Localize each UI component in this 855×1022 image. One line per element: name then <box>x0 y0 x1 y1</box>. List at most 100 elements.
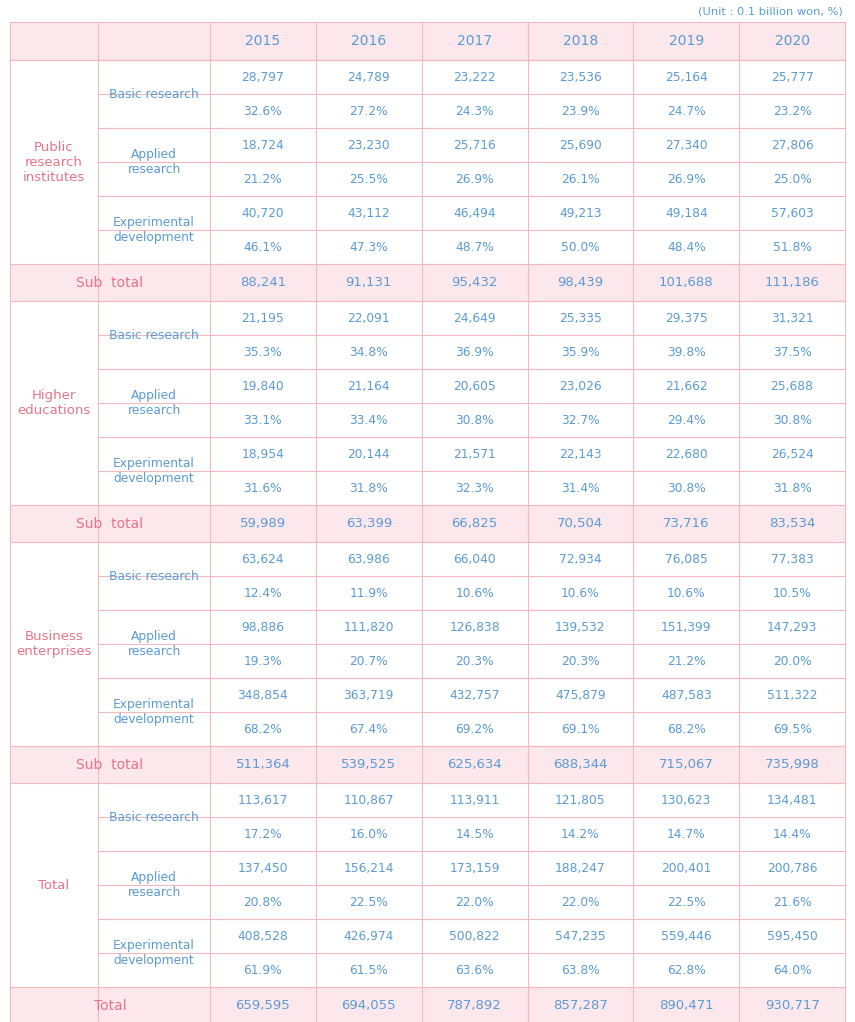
Text: Total: Total <box>94 998 127 1013</box>
Bar <box>10 505 845 542</box>
Text: 200,786: 200,786 <box>767 862 817 875</box>
Text: 20.0%: 20.0% <box>773 654 811 667</box>
Text: 61.9%: 61.9% <box>244 964 282 976</box>
Text: 77,383: 77,383 <box>770 553 813 565</box>
Text: 20.8%: 20.8% <box>244 895 282 909</box>
Text: 113,617: 113,617 <box>238 793 288 806</box>
Bar <box>10 264 845 301</box>
Text: 68.2%: 68.2% <box>667 723 705 736</box>
Text: 21,571: 21,571 <box>453 448 496 461</box>
Text: 22.5%: 22.5% <box>350 895 388 909</box>
Text: 32.3%: 32.3% <box>455 481 494 495</box>
Text: 98,439: 98,439 <box>557 276 604 289</box>
Text: 694,055: 694,055 <box>341 998 396 1012</box>
Text: 63.8%: 63.8% <box>561 964 600 976</box>
Text: 57,603: 57,603 <box>770 206 813 220</box>
Text: 59,989: 59,989 <box>240 517 286 530</box>
Text: 23,026: 23,026 <box>559 379 602 392</box>
Text: 31.8%: 31.8% <box>350 481 388 495</box>
Text: 930,717: 930,717 <box>764 998 820 1012</box>
Text: 25,777: 25,777 <box>770 71 813 84</box>
Text: 32.7%: 32.7% <box>561 414 599 426</box>
Text: 27,806: 27,806 <box>770 139 813 151</box>
Text: 130,623: 130,623 <box>661 793 711 806</box>
Text: 88,241: 88,241 <box>239 276 286 289</box>
Text: 156,214: 156,214 <box>344 862 394 875</box>
Text: Public
research
institutes: Public research institutes <box>23 140 86 184</box>
Text: 30.8%: 30.8% <box>455 414 494 426</box>
Text: 188,247: 188,247 <box>555 862 605 875</box>
Text: 25,688: 25,688 <box>770 379 814 392</box>
Text: Applied
research: Applied research <box>127 148 180 176</box>
Text: 16.0%: 16.0% <box>350 828 388 840</box>
Text: 69.5%: 69.5% <box>773 723 811 736</box>
Text: 63,624: 63,624 <box>242 553 284 565</box>
Text: 63,399: 63,399 <box>345 517 392 530</box>
Text: Experimental
development: Experimental development <box>113 698 195 726</box>
Text: 30.8%: 30.8% <box>667 481 705 495</box>
Text: 20,605: 20,605 <box>453 379 496 392</box>
Text: 487,583: 487,583 <box>661 689 711 701</box>
Text: 22.0%: 22.0% <box>455 895 494 909</box>
Text: Sub  total: Sub total <box>76 757 144 772</box>
Text: 475,879: 475,879 <box>555 689 605 701</box>
Text: 29.4%: 29.4% <box>667 414 705 426</box>
Text: 91,131: 91,131 <box>345 276 392 289</box>
Text: 14.2%: 14.2% <box>561 828 599 840</box>
Text: 20.3%: 20.3% <box>561 654 599 667</box>
Text: 46,494: 46,494 <box>453 206 496 220</box>
Text: 35.3%: 35.3% <box>244 345 282 359</box>
Text: 10.6%: 10.6% <box>561 587 599 600</box>
Text: 34.8%: 34.8% <box>350 345 388 359</box>
Text: 37.5%: 37.5% <box>773 345 811 359</box>
Text: 31.4%: 31.4% <box>561 481 599 495</box>
Text: 547,235: 547,235 <box>555 929 605 942</box>
Text: Basic research: Basic research <box>109 569 199 583</box>
Bar <box>10 22 845 60</box>
Text: 22,143: 22,143 <box>559 448 602 461</box>
Text: 432,757: 432,757 <box>450 689 500 701</box>
Text: 137,450: 137,450 <box>238 862 288 875</box>
Text: 23,230: 23,230 <box>347 139 390 151</box>
Text: 21,164: 21,164 <box>347 379 390 392</box>
Text: 113,911: 113,911 <box>450 793 500 806</box>
Text: 30.8%: 30.8% <box>773 414 811 426</box>
Text: 111,186: 111,186 <box>764 276 820 289</box>
Text: 76,085: 76,085 <box>665 553 708 565</box>
Text: 134,481: 134,481 <box>767 793 817 806</box>
Text: 12.4%: 12.4% <box>244 587 282 600</box>
Text: 19.3%: 19.3% <box>244 654 282 667</box>
Text: 23.9%: 23.9% <box>561 104 599 118</box>
Text: 408,528: 408,528 <box>238 929 288 942</box>
Text: 46.1%: 46.1% <box>244 240 282 253</box>
Text: Experimental
development: Experimental development <box>113 457 195 485</box>
Text: 24.3%: 24.3% <box>455 104 494 118</box>
Text: 47.3%: 47.3% <box>350 240 388 253</box>
Text: (Unit : 0.1 billion won, %): (Unit : 0.1 billion won, %) <box>699 6 843 16</box>
Text: 22,091: 22,091 <box>347 312 390 325</box>
Text: 111,820: 111,820 <box>344 620 394 634</box>
Text: 2015: 2015 <box>245 34 280 48</box>
Text: 25.5%: 25.5% <box>350 173 388 186</box>
Text: 21.2%: 21.2% <box>667 654 705 667</box>
Bar <box>10 987 845 1022</box>
Text: 26.1%: 26.1% <box>561 173 599 186</box>
Text: 27,340: 27,340 <box>665 139 708 151</box>
Text: 857,287: 857,287 <box>553 998 608 1012</box>
Text: 28,797: 28,797 <box>242 71 285 84</box>
Text: 43,112: 43,112 <box>347 206 390 220</box>
Text: 25,690: 25,690 <box>559 139 602 151</box>
Text: Total: Total <box>38 879 69 891</box>
Text: 126,838: 126,838 <box>449 620 500 634</box>
Text: 63.6%: 63.6% <box>455 964 494 976</box>
Text: 735,998: 735,998 <box>764 758 819 771</box>
Text: 72,934: 72,934 <box>559 553 602 565</box>
Text: Basic research: Basic research <box>109 328 199 341</box>
Text: 10.5%: 10.5% <box>773 587 811 600</box>
Text: 22.0%: 22.0% <box>561 895 599 909</box>
Text: 23.2%: 23.2% <box>773 104 811 118</box>
Text: 500,822: 500,822 <box>449 929 500 942</box>
Text: 98,886: 98,886 <box>241 620 285 634</box>
Text: 39.8%: 39.8% <box>667 345 705 359</box>
Text: 67.4%: 67.4% <box>350 723 388 736</box>
